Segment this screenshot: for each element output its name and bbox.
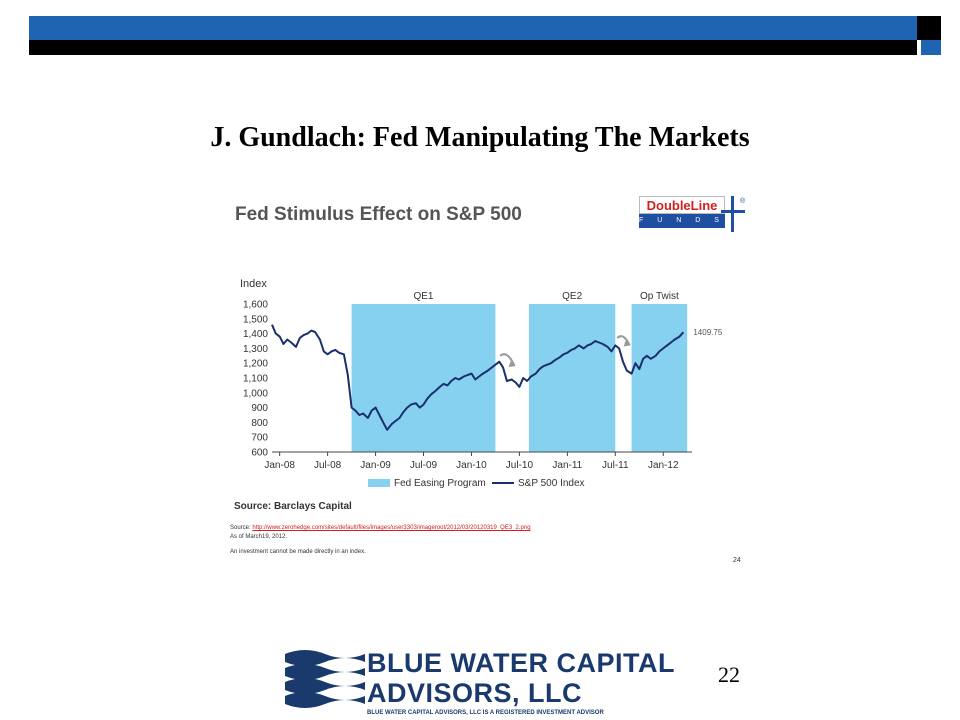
- chart-source: Source: Barclays Capital: [234, 501, 352, 512]
- easing-period-2: [631, 304, 688, 452]
- source-link[interactable]: http://www.zerohedge.com/sites/default/f…: [252, 525, 531, 531]
- legend-swatch-easing: [368, 479, 390, 487]
- page-number: 22: [718, 662, 740, 687]
- easing-period-1: [528, 304, 616, 452]
- y-tick-label: 1,600: [243, 300, 268, 311]
- x-tick-label: Jan-08: [264, 460, 295, 471]
- series-line-0: [271, 324, 685, 431]
- easing-label-2: Op Twist: [640, 291, 679, 302]
- x-tick-label: Jan-09: [360, 460, 391, 471]
- y-tick-label: 700: [251, 433, 268, 444]
- legend-label-index: S&P 500 Index: [518, 478, 585, 489]
- logo-tagline: BLUE WATER CAPITAL ADVISORS, LLC IS A RE…: [367, 710, 604, 716]
- y-tick-label: 1,100: [243, 374, 268, 385]
- y-tick-label: 1,400: [243, 329, 268, 340]
- chart-title: Fed Stimulus Effect on S&P 500: [235, 204, 522, 225]
- x-tick-label: Jul-09: [410, 460, 438, 471]
- logo-line-2: ADVISORS, LLC: [367, 678, 583, 708]
- as-of-date: As of March19, 2012.: [230, 534, 288, 540]
- doubleline-logo-name: DoubleLine: [639, 196, 725, 214]
- x-tick-label: Jul-10: [506, 460, 534, 471]
- source-small-text: Source: http://www.zerohedge.com/sites/d…: [230, 525, 531, 531]
- y-tick-label: 1,500: [243, 314, 268, 325]
- easing-label-1: QE2: [562, 291, 582, 302]
- doubleline-cross-icon-h: [721, 210, 745, 213]
- easing-period-0: [351, 304, 496, 452]
- y-tick-label: 1,000: [243, 388, 268, 399]
- doubleline-logo-sub: F U N D S: [639, 214, 725, 228]
- y-tick-label: 900: [251, 403, 268, 414]
- waves-icon: [285, 650, 365, 708]
- arrow-icon-1: [499, 353, 516, 367]
- inner-page-number: 24: [733, 557, 741, 564]
- legend-label-easing: Fed Easing Program: [394, 478, 486, 489]
- x-tick-label: Jan-12: [648, 460, 679, 471]
- y-tick-label: 1,200: [243, 359, 268, 370]
- y-tick-label: 600: [251, 448, 268, 459]
- header-black-bar: [29, 40, 917, 55]
- x-tick-label: Jan-10: [456, 460, 487, 471]
- y-tick-label: 1,300: [243, 344, 268, 355]
- last-value-label: 1409.75: [693, 328, 722, 337]
- blue-water-logo: BLUE WATER CAPITAL ADVISORS, LLC BLUE WA…: [283, 644, 674, 720]
- source-small-prefix: Source:: [230, 525, 253, 531]
- arrow-icon-1-head: [508, 361, 515, 368]
- x-tick-label: Jan-11: [552, 460, 582, 471]
- easing-label-0: QE1: [413, 291, 433, 302]
- arrow-icon-2: [616, 335, 631, 346]
- x-tick-label: Jul-11: [602, 460, 629, 471]
- header-corner-square-black: [917, 16, 941, 40]
- arrow-icon-2-head: [623, 340, 630, 347]
- doubleline-logo: DoubleLine F U N D S ®: [639, 196, 747, 232]
- slide-title: J. Gundlach: Fed Manipulating The Market…: [210, 122, 750, 153]
- logo-line-1: BLUE WATER CAPITAL: [367, 648, 675, 678]
- registered-icon: ®: [740, 198, 746, 205]
- index-disclaimer: An investment cannot be made directly in…: [230, 549, 366, 555]
- x-tick-label: Jul-08: [314, 460, 342, 471]
- y-axis-title: Index: [240, 278, 267, 290]
- header-blue-bar: [29, 16, 917, 40]
- doubleline-cross-icon: [731, 196, 734, 232]
- header-corner-square-blue: [921, 40, 941, 55]
- chart-svg: 1,600 1,500 1,400 1,300 1,200 1,100 1,000 900 80…: [243, 291, 723, 489]
- y-tick-label: 800: [251, 418, 268, 429]
